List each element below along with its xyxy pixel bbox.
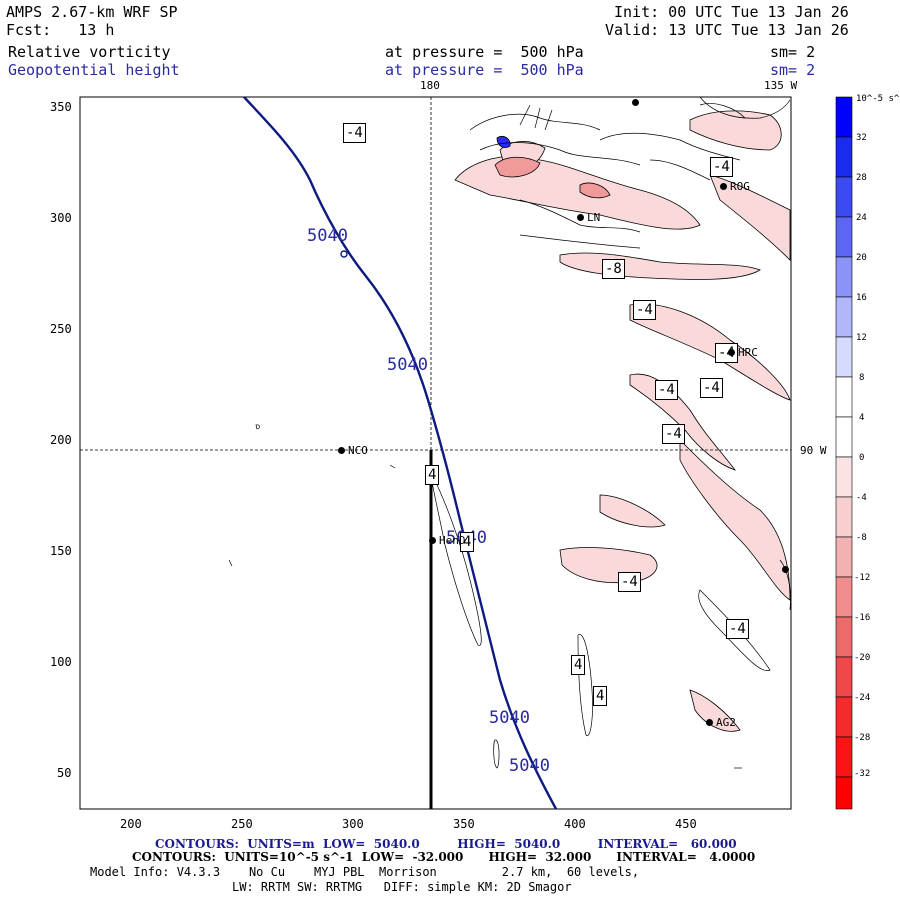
y-tick-label: 50 <box>57 766 72 780</box>
y-tick-label: 200 <box>50 433 72 447</box>
colorbar-tick: 12 <box>856 333 867 343</box>
model-title: AMPS 2.67-km WRF SP <box>6 3 178 21</box>
vort-label: -4 <box>655 380 678 400</box>
colorbar-tick: 8 <box>859 373 865 383</box>
y-tick-label: 300 <box>50 211 72 225</box>
station-marker <box>632 99 639 106</box>
x-tick-label: 250 <box>231 817 253 831</box>
colorbar-unit: 10^-5 s^-1 <box>856 94 900 104</box>
field1-level: at pressure = 500 hPa <box>385 43 584 61</box>
x-tick-label: 200 <box>120 817 142 831</box>
colorbar-tick: 24 <box>856 213 867 223</box>
station-marker <box>782 566 789 573</box>
height-label: 5040 <box>489 708 530 728</box>
strong-negative-core <box>494 156 611 199</box>
colorbar-tick: -24 <box>854 693 871 703</box>
colorbar-tick: -4 <box>856 493 867 503</box>
height-label: 5040 <box>509 756 550 776</box>
station-marker <box>728 349 735 356</box>
lon-label-135w: 135 W <box>764 79 798 92</box>
field2-level: at pressure = 500 hPa <box>385 61 584 79</box>
colorbar-tick: -28 <box>854 733 871 743</box>
colorbar-tick: -32 <box>854 769 871 779</box>
x-tick-label: 300 <box>342 817 364 831</box>
height-contour-marker <box>340 250 348 258</box>
y-tick-label: 100 <box>50 655 72 669</box>
station-marker <box>706 719 713 726</box>
station-label: ROG <box>730 180 750 193</box>
vort-label: 4 <box>571 655 586 675</box>
station-marker <box>338 447 345 454</box>
vort-label: -4 <box>633 300 656 320</box>
station-label: AG2 <box>716 716 736 729</box>
colorbar-tick: -20 <box>854 653 871 663</box>
footer-physics-info: LW: RRTM SW: RRTMG DIFF: simple KM: 2D S… <box>232 880 572 894</box>
vort-label: -4 <box>618 572 641 592</box>
field2-smooth: sm= 2 <box>770 61 816 79</box>
colorbar-tick: 20 <box>856 253 867 263</box>
x-tick-label: 450 <box>675 817 697 831</box>
colorbar-tick: -12 <box>854 573 871 583</box>
station-marker <box>577 214 584 221</box>
colorbar-tick: 16 <box>856 293 867 303</box>
station-label: HenD <box>439 534 466 547</box>
field1-name: Relative vorticity <box>8 43 171 61</box>
station-marker <box>429 537 436 544</box>
vorticity-line-contours <box>228 96 791 769</box>
field2-name: Geopotential height <box>8 61 180 79</box>
station-label: LN <box>587 211 601 224</box>
forecast-hour: Fcst: 13 h <box>6 21 115 39</box>
height-label: 5040 <box>387 355 428 375</box>
vort-label: -8 <box>602 259 625 279</box>
height-contour-5040 <box>243 96 558 810</box>
colorbar-tick: 0 <box>859 453 865 463</box>
footer-height-contours: CONTOURS: UNITS=m LOW= 5040.0 HIGH= 5040… <box>155 837 737 851</box>
y-tick-label: 350 <box>50 100 72 114</box>
y-tick-label: 250 <box>50 322 72 336</box>
vort-label: -4 <box>710 157 733 177</box>
x-tick-label: 350 <box>453 817 475 831</box>
vort-label: 4 <box>425 465 440 485</box>
station-marker <box>720 183 727 190</box>
colorbar-tick: 32 <box>856 133 867 143</box>
footer-vort-contours: CONTOURS: UNITS=10^-5 s^-1 LOW= -32.000 … <box>132 850 756 864</box>
vort-label: -4 <box>343 123 366 143</box>
valid-time: Valid: 13 UTC Tue 13 Jan 26 <box>605 21 849 39</box>
y-tick-label: 150 <box>50 544 72 558</box>
vort-label: -4 <box>662 424 685 444</box>
colorbar-tick: 4 <box>859 413 865 423</box>
lon-label-90w: 90 W <box>800 444 827 457</box>
lon-label-180: 180 <box>420 79 440 92</box>
vort-label: 4 <box>593 686 608 706</box>
vort-label: -4 <box>726 619 749 639</box>
colorbar-tick: -16 <box>854 613 871 623</box>
footer-model-info: Model Info: V4.3.3 No Cu MYJ PBL Morriso… <box>90 865 640 879</box>
x-tick-label: 400 <box>564 817 586 831</box>
station-label: NCO <box>348 444 368 457</box>
init-time: Init: 00 UTC Tue 13 Jan 26 <box>614 3 849 21</box>
station-label: HRC <box>738 346 758 359</box>
vort-label: -4 <box>700 378 723 398</box>
field1-smooth: sm= 2 <box>770 43 816 61</box>
vort-label: 4 <box>460 532 475 552</box>
height-label: 5040 <box>307 226 348 246</box>
colorbar-tick: -8 <box>856 533 867 543</box>
colorbar-tick: 28 <box>856 173 867 183</box>
